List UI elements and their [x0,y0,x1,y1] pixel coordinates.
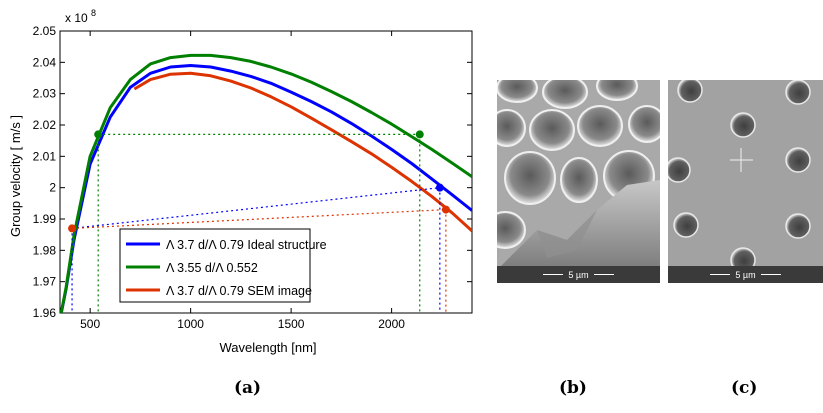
sem-image-top: 5 µm [668,80,823,283]
x-axis-label: Wavelength [nm] [219,340,316,355]
legend-label-ideal: Λ 3.7 d/Λ 0.79 Ideal structure [166,238,327,252]
x-tick-label: 1000 [177,317,204,331]
guide-blue-sloped [71,187,440,229]
caption-b: (b) [559,378,587,398]
guide-red-sloped [72,209,446,229]
data-marker [441,205,450,214]
x-tick-label: 500 [80,317,100,331]
scale-bar-b: 5 µm [497,266,660,283]
y-multiplier-exponent: 8 [91,8,96,18]
y-tick-label: 2.03 [33,87,57,101]
x-tick-label: 1500 [278,317,305,331]
series-line-ideal [60,64,472,313]
y-tick-label: 2.02 [33,118,57,132]
y-tick-label: 2.01 [33,149,57,163]
data-marker [68,224,77,233]
y-tick-label: 2 [49,181,56,195]
series-line-552 [60,53,472,313]
legend-label-sem: Λ 3.7 d/Λ 0.79 SEM image [166,284,312,298]
y-tick-label: 1.97 [33,275,57,289]
series-layer [60,53,472,313]
x-tick-label: 2000 [378,317,405,331]
guide-lines [71,133,447,313]
sem-image-tilted: 5 µm [497,80,660,283]
caption-a: (a) [234,378,262,398]
y-tick-label: 1.99 [33,212,57,226]
y-axis-label: Group velocity [ m/s ] [8,115,23,237]
legend: Λ 3.7 d/Λ 0.79 Ideal structure Λ 3.55 d/… [119,228,327,303]
y-tick-label: 1.96 [33,306,57,320]
data-marker [94,130,103,139]
scale-bar-c: 5 µm [668,266,823,283]
data-marker [435,183,444,192]
y-multiplier: x 10 8 [65,8,96,25]
scale-text-c: 5 µm [735,269,756,280]
axis-ticks: 500 1000 1500 2000 1.96 1.97 1.98 1.99 2 2.01 2.02… [33,24,472,331]
y-tick-label: 2.04 [33,55,57,69]
data-marker [415,130,424,139]
markers-layer [68,130,450,233]
series-line-sem [133,71,472,233]
y-tick-label: 2.05 [33,24,57,38]
y-multiplier-base: x 10 [65,11,88,25]
y-tick-label: 1.98 [33,243,57,257]
scale-text-b: 5 µm [568,269,589,280]
caption-c: (c) [731,378,758,398]
legend-label-552: Λ 3.55 d/Λ 0.552 [166,261,258,275]
